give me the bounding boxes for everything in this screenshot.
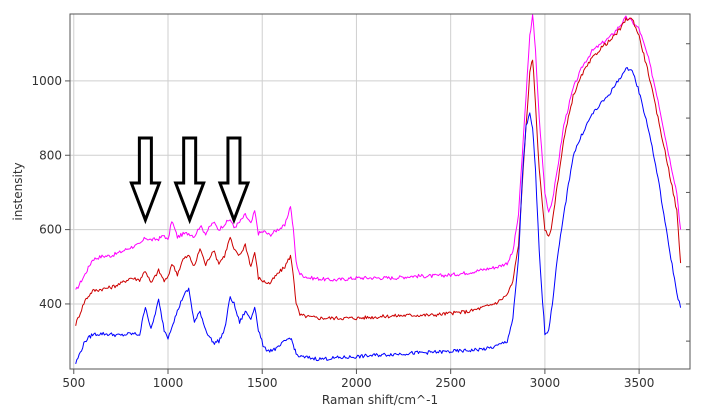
series-layer [75,14,682,365]
x-tick-label: 500 [62,376,85,390]
plot-area-border [69,13,691,370]
x-axis-title: Raman shift/cm^-1 [322,393,438,407]
y-tick-label: 800 [39,148,62,162]
x-tick-label: 2000 [341,376,372,390]
series-line-2 [75,17,682,326]
y-axis-title: instensity [11,162,25,220]
series-line-1 [75,14,682,290]
x-tick-label: 1000 [153,376,184,390]
down-arrow-annotation [173,136,206,225]
x-tick-label: 3000 [530,376,561,390]
y-tick-label: 400 [39,297,62,311]
grid [70,14,690,369]
down-arrow-annotation [217,136,251,225]
ticks: 500 1000 1500 2000 2500 3000 3500 400 600 800 1000 [31,43,690,390]
down-arrow-annotation [129,136,162,225]
annotations [129,136,251,225]
x-tick-label: 2500 [435,376,466,390]
series-line-3 [75,67,682,365]
x-tick-label: 3500 [624,376,655,390]
y-tick-label: 600 [39,223,62,237]
x-tick-label: 1500 [247,376,278,390]
y-tick-label: 1000 [31,74,62,88]
